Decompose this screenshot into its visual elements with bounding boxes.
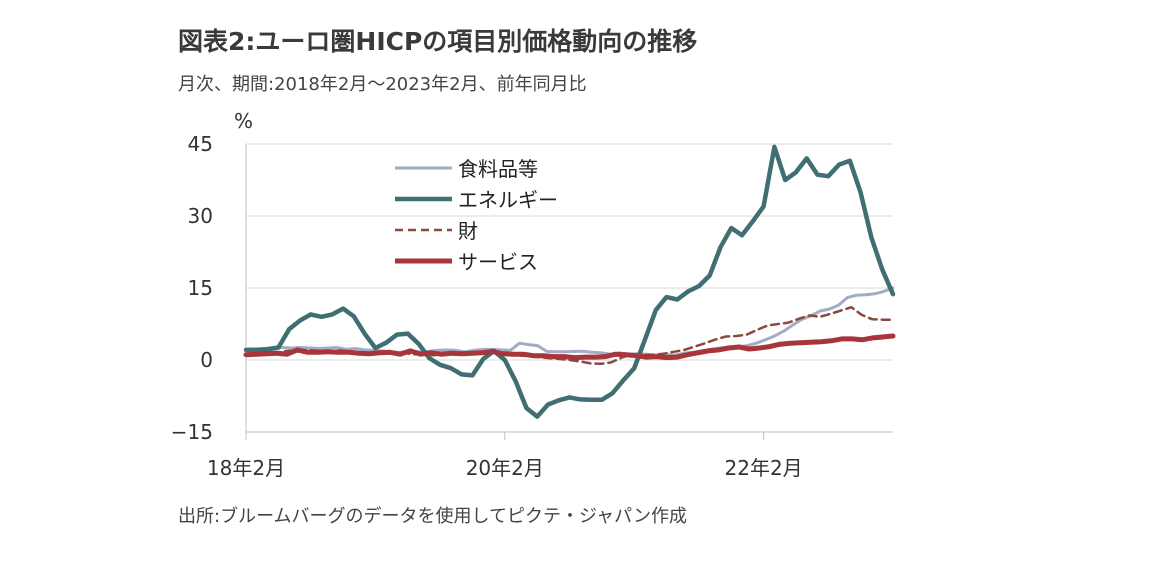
legend-label: 財 xyxy=(458,219,478,243)
chart-subtitle: 月次、期間:2018年2月〜2023年2月、前年同月比 xyxy=(178,74,587,95)
chart-title: 図表2:ユーロ圏HICPの項目別価格動向の推移 xyxy=(178,27,698,56)
y-axis-unit-label: % xyxy=(234,109,253,133)
y-tick-label: −15 xyxy=(171,420,213,444)
legend-label: 食料品等 xyxy=(458,157,538,181)
y-tick-label: 15 xyxy=(188,276,213,300)
legend-label: サービス xyxy=(458,250,538,274)
series-line xyxy=(243,144,896,419)
legend-label: エネルギー xyxy=(458,188,558,212)
source-note: 出所:ブルームバーグのデータを使用してピクテ・ジャパン作成 xyxy=(178,506,687,527)
x-tick-label: 20年2月 xyxy=(466,456,544,480)
series-line xyxy=(244,286,895,357)
y-tick-label: 30 xyxy=(188,204,213,228)
x-tick-label: 18年2月 xyxy=(207,456,285,480)
y-tick-label: 0 xyxy=(200,348,213,372)
y-tick-label: 45 xyxy=(188,132,213,156)
series-line xyxy=(243,333,896,361)
x-tick-label: 22年2月 xyxy=(725,456,803,480)
